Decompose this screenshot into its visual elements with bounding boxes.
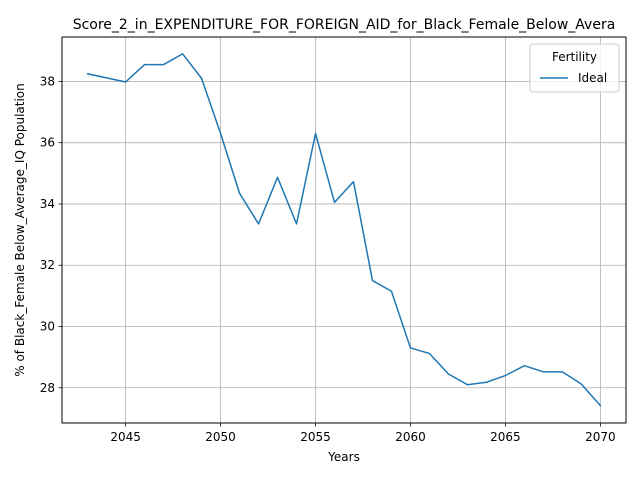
chart-title: Score_2_in_EXPENDITURE_FOR_FOREIGN_AID_f… xyxy=(73,17,616,33)
x-tick-label: 2060 xyxy=(395,430,426,444)
y-axis-ticks: 28 30 32 34 36 38 xyxy=(40,74,62,395)
y-axis-label: % of Black_Female Below_Average_IQ Popul… xyxy=(13,83,27,377)
x-tick-label: 2055 xyxy=(300,430,331,444)
legend-entry-label: Ideal xyxy=(578,71,607,85)
y-tick-label: 30 xyxy=(40,320,55,334)
x-axis-ticks: 2045 2050 2055 2060 2065 2070 xyxy=(110,423,616,444)
legend-title: Fertility xyxy=(552,50,597,64)
y-tick-label: 38 xyxy=(40,74,55,88)
legend: Fertility Ideal xyxy=(529,43,620,93)
y-tick-label: 36 xyxy=(40,136,55,150)
series-lines xyxy=(86,53,602,407)
legend-box xyxy=(529,43,620,93)
axes-frame xyxy=(61,36,627,424)
x-tick-label: 2070 xyxy=(585,430,616,444)
x-tick-label: 2045 xyxy=(110,430,141,444)
y-tick-label: 34 xyxy=(40,197,55,211)
y-tick-label: 28 xyxy=(40,381,55,395)
grid-lines xyxy=(62,37,626,423)
series-line xyxy=(86,53,602,407)
x-tick-label: 2050 xyxy=(205,430,236,444)
y-tick-label: 32 xyxy=(40,258,55,272)
x-tick-label: 2065 xyxy=(490,430,521,444)
x-axis-label: Years xyxy=(327,450,360,464)
